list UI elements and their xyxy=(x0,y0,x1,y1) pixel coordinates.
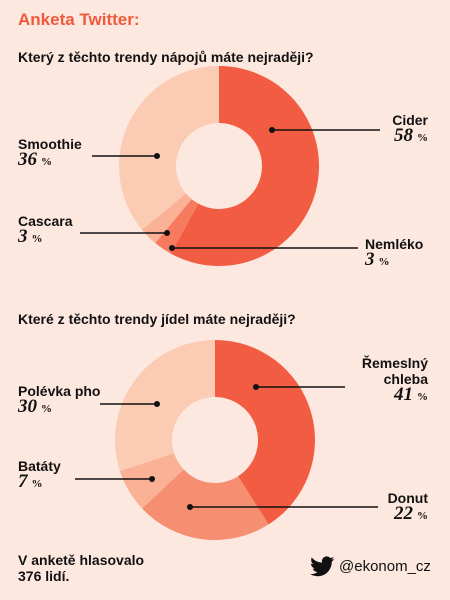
value-label: 3% xyxy=(18,226,73,247)
twitter-handle: @ekonom_cz xyxy=(339,558,431,575)
slice-label: Donut 22% xyxy=(348,490,428,524)
slice-label: Smoothie 36% xyxy=(18,136,82,170)
slice-label: Řemeslný chleba 41% xyxy=(338,355,428,405)
value-unit: % xyxy=(417,132,428,144)
donut-slice xyxy=(170,66,319,266)
value-label: 36% xyxy=(18,149,82,170)
slice-label: Polévka pho 30% xyxy=(18,383,100,417)
value-label: 22% xyxy=(348,503,428,524)
slice-label: Cascara 3% xyxy=(18,213,73,247)
value-number: 41 xyxy=(394,384,413,405)
value-number: 7 xyxy=(18,471,28,492)
value-label: 7% xyxy=(18,471,61,492)
value-number: 3 xyxy=(18,226,28,247)
value-label: 30% xyxy=(18,396,100,417)
donut-slice xyxy=(215,339,316,525)
value-label: 41% xyxy=(338,384,428,405)
chart-title: Které z těchto trendy jídel máte nejradě… xyxy=(18,311,296,327)
slice-label: Cider 58% xyxy=(328,112,428,146)
leader-dot xyxy=(164,230,170,236)
category-name: Nemléko xyxy=(365,236,424,252)
leader-dot xyxy=(149,476,155,482)
donut-slice xyxy=(114,340,215,471)
category-name: Cider xyxy=(392,112,428,128)
donut-slice xyxy=(141,193,192,244)
category-name: Batáty xyxy=(18,458,61,474)
category-name: Řemeslný chleba xyxy=(361,355,428,387)
value-unit: % xyxy=(417,391,428,403)
value-unit: % xyxy=(417,510,428,522)
donut-slice xyxy=(142,469,269,540)
leader-dot xyxy=(253,384,259,390)
value-number: 3 xyxy=(365,249,375,270)
value-label: 58% xyxy=(328,125,428,146)
leader-dot xyxy=(154,153,160,159)
value-unit: % xyxy=(378,256,390,268)
value-label: 3% xyxy=(365,249,423,270)
footer-note: V anketě hlasovalo 376 lidí. xyxy=(18,552,145,584)
category-name: Cascara xyxy=(18,213,73,229)
category-name: Polévka pho xyxy=(18,383,101,399)
value-number: 36 xyxy=(18,149,37,170)
value-unit: % xyxy=(41,403,52,415)
slice-label: Batáty 7% xyxy=(18,458,61,492)
category-name: Donut xyxy=(387,490,428,506)
value-unit: % xyxy=(31,233,43,245)
donut-slice xyxy=(155,199,199,254)
page-title: Anketa Twitter: xyxy=(18,10,140,29)
leader-dot xyxy=(269,127,275,133)
donut-slice xyxy=(118,66,219,230)
leader-dot xyxy=(154,401,160,407)
leader-dot xyxy=(187,504,193,510)
value-number: 58 xyxy=(394,125,413,146)
twitter-icon xyxy=(310,556,335,577)
category-name: Smoothie xyxy=(18,136,82,152)
value-unit: % xyxy=(41,156,52,168)
chart-title: Který z těchto trendy nápojů máte nejrad… xyxy=(18,49,314,65)
value-number: 22 xyxy=(394,503,413,524)
value-number: 30 xyxy=(18,396,37,417)
leader-dot xyxy=(169,245,175,251)
value-unit: % xyxy=(31,478,43,490)
slice-label: Nemléko 3% xyxy=(365,236,423,270)
